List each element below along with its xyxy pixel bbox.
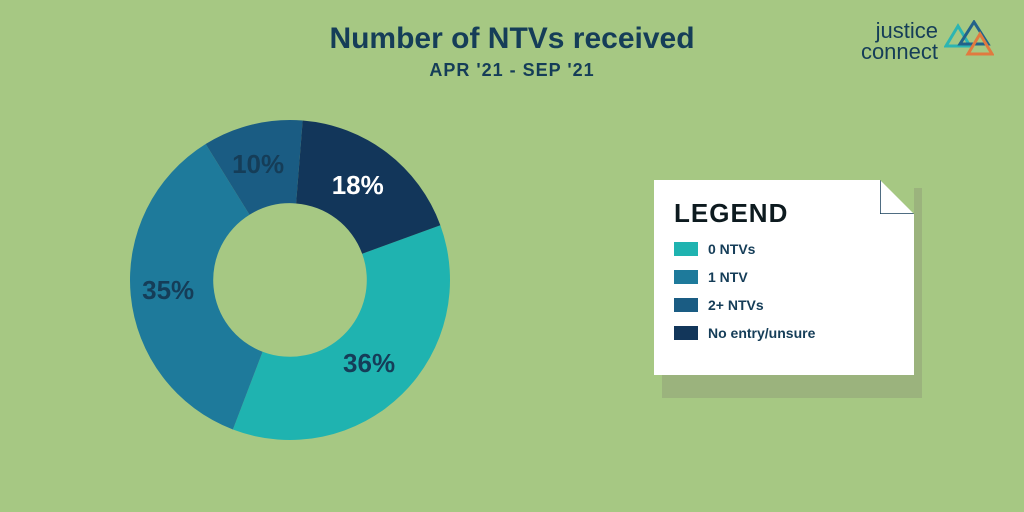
legend-item: 1 NTV [674, 269, 894, 285]
legend-label: 2+ NTVs [708, 297, 764, 313]
donut-chart: 36% 35% 10% 18% [110, 100, 470, 460]
legend-label: 0 NTVs [708, 241, 755, 257]
donut-slice [233, 225, 450, 440]
legend-label: 1 NTV [708, 269, 748, 285]
legend-item: No entry/unsure [674, 325, 894, 341]
legend-title: LEGEND [674, 198, 894, 229]
legend-item: 2+ NTVs [674, 297, 894, 313]
legend-swatch [674, 270, 698, 284]
legend-swatch [674, 298, 698, 312]
legend-item: 0 NTVs [674, 241, 894, 257]
legend-swatch [674, 242, 698, 256]
page-fold-icon [880, 180, 914, 214]
donut-slice-label: 18% [332, 170, 384, 201]
donut-slice-label: 36% [343, 348, 395, 379]
donut-slice-label: 10% [232, 149, 284, 180]
donut-slice-label: 35% [142, 275, 194, 306]
brand-logo-mark-icon [944, 20, 994, 64]
infographic-canvas: Number of NTVs received APR '21 - SEP '2… [0, 0, 1024, 512]
legend-swatch [674, 326, 698, 340]
legend-label: No entry/unsure [708, 325, 815, 341]
brand-logo-text: justice connect [861, 21, 938, 63]
brand-logo: justice connect [861, 20, 994, 64]
legend-card: LEGEND 0 NTVs 1 NTV 2+ NTVs No entry/unsure [654, 180, 914, 375]
brand-logo-line2: connect [861, 42, 938, 63]
